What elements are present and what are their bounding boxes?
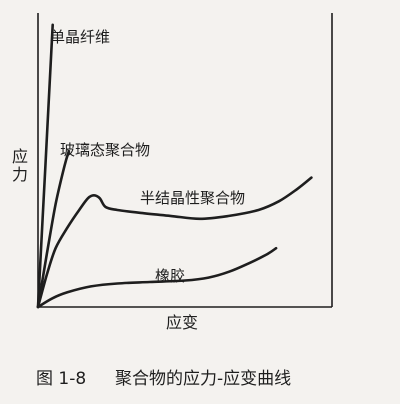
series-curve-glassy-polymer [36,149,71,309]
figure-caption-number: 图 1-8 [36,369,87,389]
series-curve-semicrystalline-polymer [36,176,313,309]
series-label-glassy-polymer: 玻璃态聚合物 [60,141,151,159]
y-axis-label: 应力 [11,147,28,185]
series-label-rubber: 橡胶 [155,267,186,285]
series-label-single-crystal-fiber: 单晶纤维 [50,28,111,46]
series-label-semicrystalline-polymer: 半结晶性聚合物 [140,189,246,207]
series-curve-single-crystal-fiber [36,23,54,309]
figure-caption-text: 聚合物的应力-应变曲线 [115,369,292,389]
series-curve-rubber [36,246,278,309]
x-axis-label: 应变 [166,313,199,332]
